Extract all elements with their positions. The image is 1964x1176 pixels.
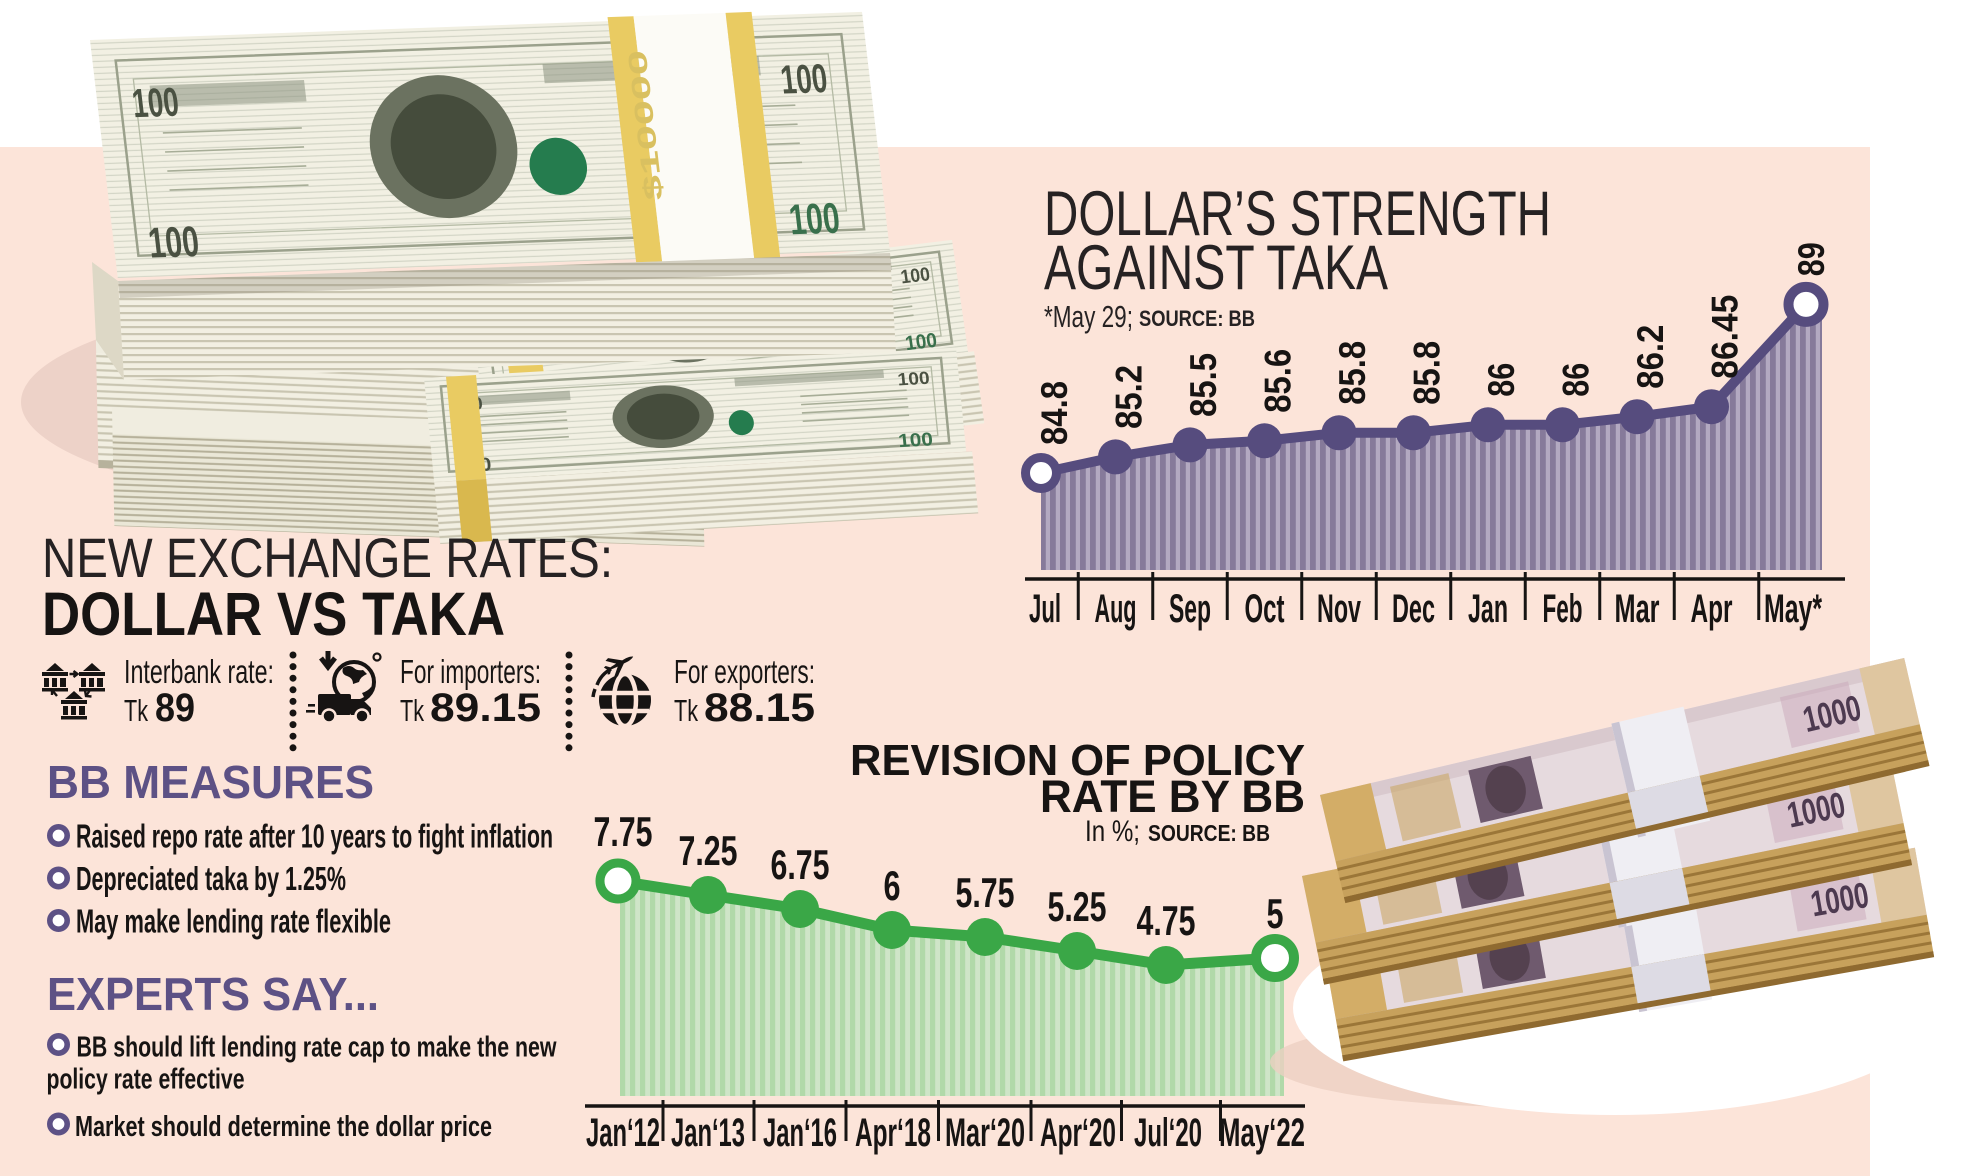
svg-text:86: 86 bbox=[1480, 363, 1522, 397]
svg-text:100: 100 bbox=[787, 195, 843, 245]
svg-text:May‘22: May‘22 bbox=[1219, 1111, 1305, 1155]
svg-text:86.2: 86.2 bbox=[1629, 325, 1671, 389]
svg-text:85.5: 85.5 bbox=[1182, 353, 1224, 417]
svg-text:Tk: Tk bbox=[124, 693, 148, 728]
svg-text:Jan‘12: Jan‘12 bbox=[586, 1111, 660, 1155]
svg-text:For exporters:: For exporters: bbox=[674, 654, 815, 691]
svg-text:Feb: Feb bbox=[1543, 587, 1583, 631]
svg-text:For importers:: For importers: bbox=[400, 654, 541, 691]
svg-text:100: 100 bbox=[899, 264, 931, 288]
svg-text:85.8: 85.8 bbox=[1406, 341, 1448, 405]
svg-text:SOURCE: BB: SOURCE: BB bbox=[1148, 820, 1270, 846]
svg-text:7.25: 7.25 bbox=[679, 827, 738, 874]
svg-text:6.75: 6.75 bbox=[771, 841, 830, 888]
svg-text:RATE BY BB: RATE BY BB bbox=[1040, 771, 1305, 822]
svg-text:86.45: 86.45 bbox=[1704, 295, 1746, 379]
svg-text:5: 5 bbox=[1267, 890, 1284, 937]
svg-text:Jul: Jul bbox=[1029, 587, 1061, 631]
svg-text:Jan: Jan bbox=[1468, 587, 1508, 631]
svg-text:Dec: Dec bbox=[1392, 587, 1435, 631]
svg-text:7.75: 7.75 bbox=[594, 808, 653, 855]
svg-text:DOLLAR VS TAKA: DOLLAR VS TAKA bbox=[42, 580, 505, 648]
svg-text:89: 89 bbox=[1790, 242, 1832, 276]
svg-text:Mar: Mar bbox=[1615, 587, 1660, 631]
svg-text:Interbank rate:: Interbank rate: bbox=[124, 654, 274, 691]
svg-text:May*: May* bbox=[1764, 587, 1822, 631]
svg-text:In %;: In %; bbox=[1085, 815, 1140, 848]
svg-text:89.15: 89.15 bbox=[430, 686, 541, 730]
svg-text:Apr‘18: Apr‘18 bbox=[855, 1111, 931, 1155]
svg-text:Aug: Aug bbox=[1095, 587, 1137, 631]
svg-text:100: 100 bbox=[778, 55, 830, 103]
svg-text:EXPERTS SAY...: EXPERTS SAY... bbox=[47, 968, 379, 1020]
svg-text:Oct: Oct bbox=[1245, 587, 1285, 631]
svg-text:85.8: 85.8 bbox=[1331, 341, 1373, 405]
svg-text:88.15: 88.15 bbox=[704, 686, 815, 730]
svg-text:REVISION OF POLICY: REVISION OF POLICY bbox=[850, 736, 1305, 785]
svg-text:DOLLAR’S STRENGTH: DOLLAR’S STRENGTH bbox=[1044, 179, 1551, 249]
svg-text:Jul‘20: Jul‘20 bbox=[1134, 1111, 1202, 1155]
svg-text:85.6: 85.6 bbox=[1257, 349, 1299, 413]
svg-text:BB MEASURES: BB MEASURES bbox=[47, 756, 374, 808]
svg-text:5.25: 5.25 bbox=[1048, 883, 1107, 930]
svg-text:Tk: Tk bbox=[674, 693, 698, 728]
svg-text:86: 86 bbox=[1555, 363, 1597, 397]
svg-text:Apr‘20: Apr‘20 bbox=[1040, 1111, 1116, 1155]
svg-text:Sep: Sep bbox=[1169, 587, 1211, 631]
svg-text:Raised repo rate after 10 year: Raised repo rate after 10 years to fight… bbox=[76, 818, 553, 855]
svg-text:89: 89 bbox=[155, 686, 195, 730]
svg-text:May make lending rate flexible: May make lending rate flexible bbox=[76, 903, 391, 940]
svg-text:Apr: Apr bbox=[1691, 587, 1733, 631]
svg-text:Market should determine the do: Market should determine the dollar price bbox=[75, 1111, 492, 1143]
svg-text:5.75: 5.75 bbox=[956, 869, 1015, 916]
svg-text:*May 29;: *May 29; bbox=[1044, 299, 1133, 334]
svg-text:100: 100 bbox=[897, 368, 931, 390]
svg-text:SOURCE: BB: SOURCE: BB bbox=[1139, 306, 1255, 331]
svg-text:84.8: 84.8 bbox=[1033, 381, 1075, 445]
svg-text:Tk: Tk bbox=[400, 693, 424, 728]
svg-text:policy rate effective: policy rate effective bbox=[47, 1064, 245, 1096]
svg-text:100: 100 bbox=[146, 218, 202, 268]
svg-text:Depreciated taka by 1.25%: Depreciated taka by 1.25% bbox=[76, 860, 346, 897]
svg-text:4.75: 4.75 bbox=[1137, 897, 1196, 944]
svg-text:NEW EXCHANGE RATES:: NEW EXCHANGE RATES: bbox=[42, 526, 613, 589]
svg-text:100: 100 bbox=[130, 79, 182, 127]
svg-text:Mar‘20: Mar‘20 bbox=[945, 1111, 1025, 1155]
svg-text:Nov: Nov bbox=[1317, 587, 1361, 631]
svg-text:6: 6 bbox=[884, 862, 901, 909]
svg-text:Jan‘13: Jan‘13 bbox=[671, 1111, 745, 1155]
svg-text:85.2: 85.2 bbox=[1108, 365, 1150, 429]
svg-text:BB should lift lending rate ca: BB should lift lending rate cap to make … bbox=[77, 1032, 558, 1064]
svg-text:100: 100 bbox=[897, 428, 934, 451]
svg-text:Jan‘16: Jan‘16 bbox=[763, 1111, 837, 1155]
svg-text:AGAINST TAKA: AGAINST TAKA bbox=[1044, 233, 1388, 303]
